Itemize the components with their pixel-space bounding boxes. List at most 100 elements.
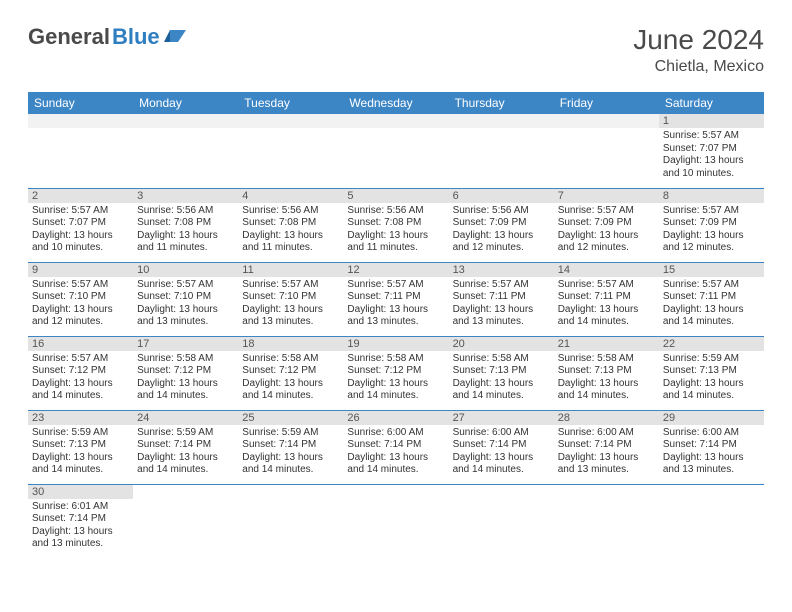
day-day2: and 14 minutes. (663, 316, 760, 329)
day-content: Sunrise: 5:59 AMSunset: 7:14 PMDaylight:… (238, 425, 343, 479)
day-number: 14 (554, 263, 659, 277)
day-number: 13 (449, 263, 554, 277)
weekday-header-row: Sunday Monday Tuesday Wednesday Thursday… (28, 92, 764, 114)
day-day1: Daylight: 13 hours (558, 452, 655, 465)
day-sunrise: Sunrise: 5:58 AM (347, 353, 444, 366)
day-day2: and 14 minutes. (347, 390, 444, 403)
day-day2: and 13 minutes. (32, 538, 129, 551)
day-day2: and 14 minutes. (32, 390, 129, 403)
title-area: June 2024 Chietla, Mexico (633, 24, 764, 76)
day-sunset: Sunset: 7:14 PM (453, 439, 550, 452)
day-sunset: Sunset: 7:13 PM (32, 439, 129, 452)
calendar-cell (449, 484, 554, 558)
day-sunrise: Sunrise: 5:56 AM (453, 205, 550, 218)
calendar-cell (554, 114, 659, 188)
day-sunset: Sunset: 7:10 PM (242, 291, 339, 304)
day-day1: Daylight: 13 hours (347, 304, 444, 317)
day-number-empty (28, 114, 133, 128)
day-sunrise: Sunrise: 5:59 AM (32, 427, 129, 440)
day-day1: Daylight: 13 hours (453, 452, 550, 465)
day-number-empty (554, 485, 659, 499)
day-day1: Daylight: 13 hours (32, 452, 129, 465)
day-number-empty (343, 485, 448, 499)
day-day1: Daylight: 13 hours (32, 526, 129, 539)
day-day1: Daylight: 13 hours (242, 452, 339, 465)
day-content: Sunrise: 6:00 AMSunset: 7:14 PMDaylight:… (554, 425, 659, 479)
day-day1: Daylight: 13 hours (453, 378, 550, 391)
day-sunrise: Sunrise: 5:58 AM (558, 353, 655, 366)
day-number: 19 (343, 337, 448, 351)
day-content: Sunrise: 5:58 AMSunset: 7:13 PMDaylight:… (449, 351, 554, 405)
day-day1: Daylight: 13 hours (347, 230, 444, 243)
day-content: Sunrise: 6:00 AMSunset: 7:14 PMDaylight:… (659, 425, 764, 479)
day-number: 30 (28, 485, 133, 499)
day-number-empty (449, 114, 554, 128)
day-day2: and 13 minutes. (137, 316, 234, 329)
day-day2: and 13 minutes. (558, 464, 655, 477)
day-number-empty (343, 114, 448, 128)
day-sunset: Sunset: 7:09 PM (663, 217, 760, 230)
day-sunrise: Sunrise: 5:58 AM (137, 353, 234, 366)
day-number: 26 (343, 411, 448, 425)
calendar-cell: 3Sunrise: 5:56 AMSunset: 7:08 PMDaylight… (133, 188, 238, 262)
day-number: 2 (28, 189, 133, 203)
day-content: Sunrise: 5:56 AMSunset: 7:08 PMDaylight:… (133, 203, 238, 257)
day-day2: and 13 minutes. (663, 464, 760, 477)
day-day2: and 14 minutes. (558, 390, 655, 403)
calendar-cell: 28Sunrise: 6:00 AMSunset: 7:14 PMDayligh… (554, 410, 659, 484)
day-sunset: Sunset: 7:08 PM (242, 217, 339, 230)
day-sunset: Sunset: 7:13 PM (663, 365, 760, 378)
weekday-header: Wednesday (343, 92, 448, 114)
day-sunset: Sunset: 7:12 PM (32, 365, 129, 378)
calendar-cell (133, 484, 238, 558)
calendar-cell: 7Sunrise: 5:57 AMSunset: 7:09 PMDaylight… (554, 188, 659, 262)
weekday-header: Thursday (449, 92, 554, 114)
day-content: Sunrise: 5:57 AMSunset: 7:11 PMDaylight:… (449, 277, 554, 331)
day-number: 7 (554, 189, 659, 203)
calendar-cell (238, 114, 343, 188)
day-sunset: Sunset: 7:11 PM (663, 291, 760, 304)
day-content: Sunrise: 5:57 AMSunset: 7:11 PMDaylight:… (343, 277, 448, 331)
day-day2: and 14 minutes. (137, 390, 234, 403)
logo-text-1: General (28, 24, 110, 50)
day-day2: and 10 minutes. (663, 168, 760, 181)
calendar-cell: 16Sunrise: 5:57 AMSunset: 7:12 PMDayligh… (28, 336, 133, 410)
day-sunset: Sunset: 7:07 PM (663, 143, 760, 156)
day-sunrise: Sunrise: 5:57 AM (663, 130, 760, 143)
calendar-cell: 1Sunrise: 5:57 AMSunset: 7:07 PMDaylight… (659, 114, 764, 188)
day-day2: and 14 minutes. (663, 390, 760, 403)
day-content: Sunrise: 5:57 AMSunset: 7:10 PMDaylight:… (133, 277, 238, 331)
day-sunset: Sunset: 7:12 PM (242, 365, 339, 378)
calendar-cell: 19Sunrise: 5:58 AMSunset: 7:12 PMDayligh… (343, 336, 448, 410)
day-number-empty (238, 485, 343, 499)
day-sunrise: Sunrise: 5:56 AM (347, 205, 444, 218)
day-number: 6 (449, 189, 554, 203)
day-sunset: Sunset: 7:14 PM (347, 439, 444, 452)
calendar-cell: 14Sunrise: 5:57 AMSunset: 7:11 PMDayligh… (554, 262, 659, 336)
day-content: Sunrise: 5:57 AMSunset: 7:07 PMDaylight:… (659, 128, 764, 182)
day-sunrise: Sunrise: 5:57 AM (347, 279, 444, 292)
calendar-cell (554, 484, 659, 558)
day-day1: Daylight: 13 hours (663, 155, 760, 168)
day-sunset: Sunset: 7:13 PM (453, 365, 550, 378)
day-number-empty (133, 114, 238, 128)
calendar-cell: 5Sunrise: 5:56 AMSunset: 7:08 PMDaylight… (343, 188, 448, 262)
logo: GeneralBlue (28, 24, 186, 50)
day-sunrise: Sunrise: 5:57 AM (32, 353, 129, 366)
day-day2: and 10 minutes. (32, 242, 129, 255)
day-sunset: Sunset: 7:10 PM (32, 291, 129, 304)
day-day1: Daylight: 13 hours (558, 230, 655, 243)
calendar-table: Sunday Monday Tuesday Wednesday Thursday… (28, 92, 764, 558)
header: GeneralBlue June 2024 Chietla, Mexico (28, 24, 764, 76)
day-sunset: Sunset: 7:14 PM (32, 513, 129, 526)
calendar-cell: 20Sunrise: 5:58 AMSunset: 7:13 PMDayligh… (449, 336, 554, 410)
day-day2: and 14 minutes. (453, 390, 550, 403)
day-day1: Daylight: 13 hours (558, 378, 655, 391)
day-content: Sunrise: 5:57 AMSunset: 7:09 PMDaylight:… (554, 203, 659, 257)
day-sunrise: Sunrise: 5:58 AM (242, 353, 339, 366)
day-day1: Daylight: 13 hours (663, 304, 760, 317)
calendar-cell: 21Sunrise: 5:58 AMSunset: 7:13 PMDayligh… (554, 336, 659, 410)
calendar-cell: 2Sunrise: 5:57 AMSunset: 7:07 PMDaylight… (28, 188, 133, 262)
month-title: June 2024 (633, 24, 764, 56)
day-content: Sunrise: 5:57 AMSunset: 7:10 PMDaylight:… (28, 277, 133, 331)
